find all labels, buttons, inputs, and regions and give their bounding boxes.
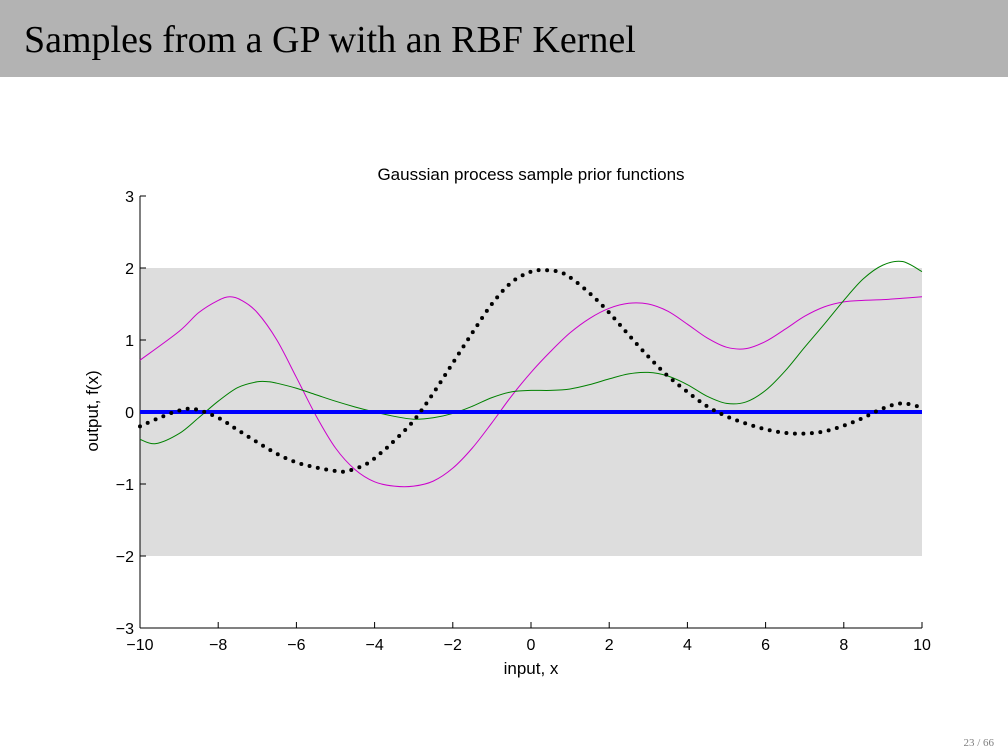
x-tick-label: −2 — [444, 637, 462, 654]
series-sample-magenta-line — [139, 296, 923, 488]
y-tick-label: 3 — [125, 189, 134, 206]
chart-title: Gaussian process sample prior functions — [377, 165, 684, 184]
x-tick-label: −4 — [365, 637, 383, 654]
y-tick-label: −1 — [116, 477, 134, 494]
x-tick-label: 8 — [839, 637, 848, 654]
x-tick-label: −6 — [287, 637, 305, 654]
y-tick-label: −2 — [116, 549, 134, 566]
x-tick-label: 0 — [527, 637, 536, 654]
slide-header: Samples from a GP with an RBF Kernel — [0, 0, 1008, 77]
slide-title: Samples from a GP with an RBF Kernel — [24, 19, 636, 61]
x-tick-label: 2 — [605, 637, 614, 654]
x-axis-label: input, x — [504, 659, 559, 678]
y-axis-label: output, f(x) — [83, 370, 102, 451]
y-tick-label: 2 — [125, 261, 134, 278]
page-number: 23 / 66 — [963, 737, 994, 749]
y-tick-label: 0 — [125, 405, 134, 422]
x-tick-label: 4 — [683, 637, 692, 654]
series-sample-green-line — [139, 260, 923, 445]
y-tick-label: 1 — [125, 333, 134, 350]
x-tick-label: −8 — [209, 637, 227, 654]
series-sample-black-dotted-line — [138, 268, 924, 474]
x-tick-label: −10 — [126, 637, 153, 654]
x-tick-label: 10 — [913, 637, 931, 654]
y-tick-label: −3 — [116, 621, 134, 638]
x-tick-label: 6 — [761, 637, 770, 654]
